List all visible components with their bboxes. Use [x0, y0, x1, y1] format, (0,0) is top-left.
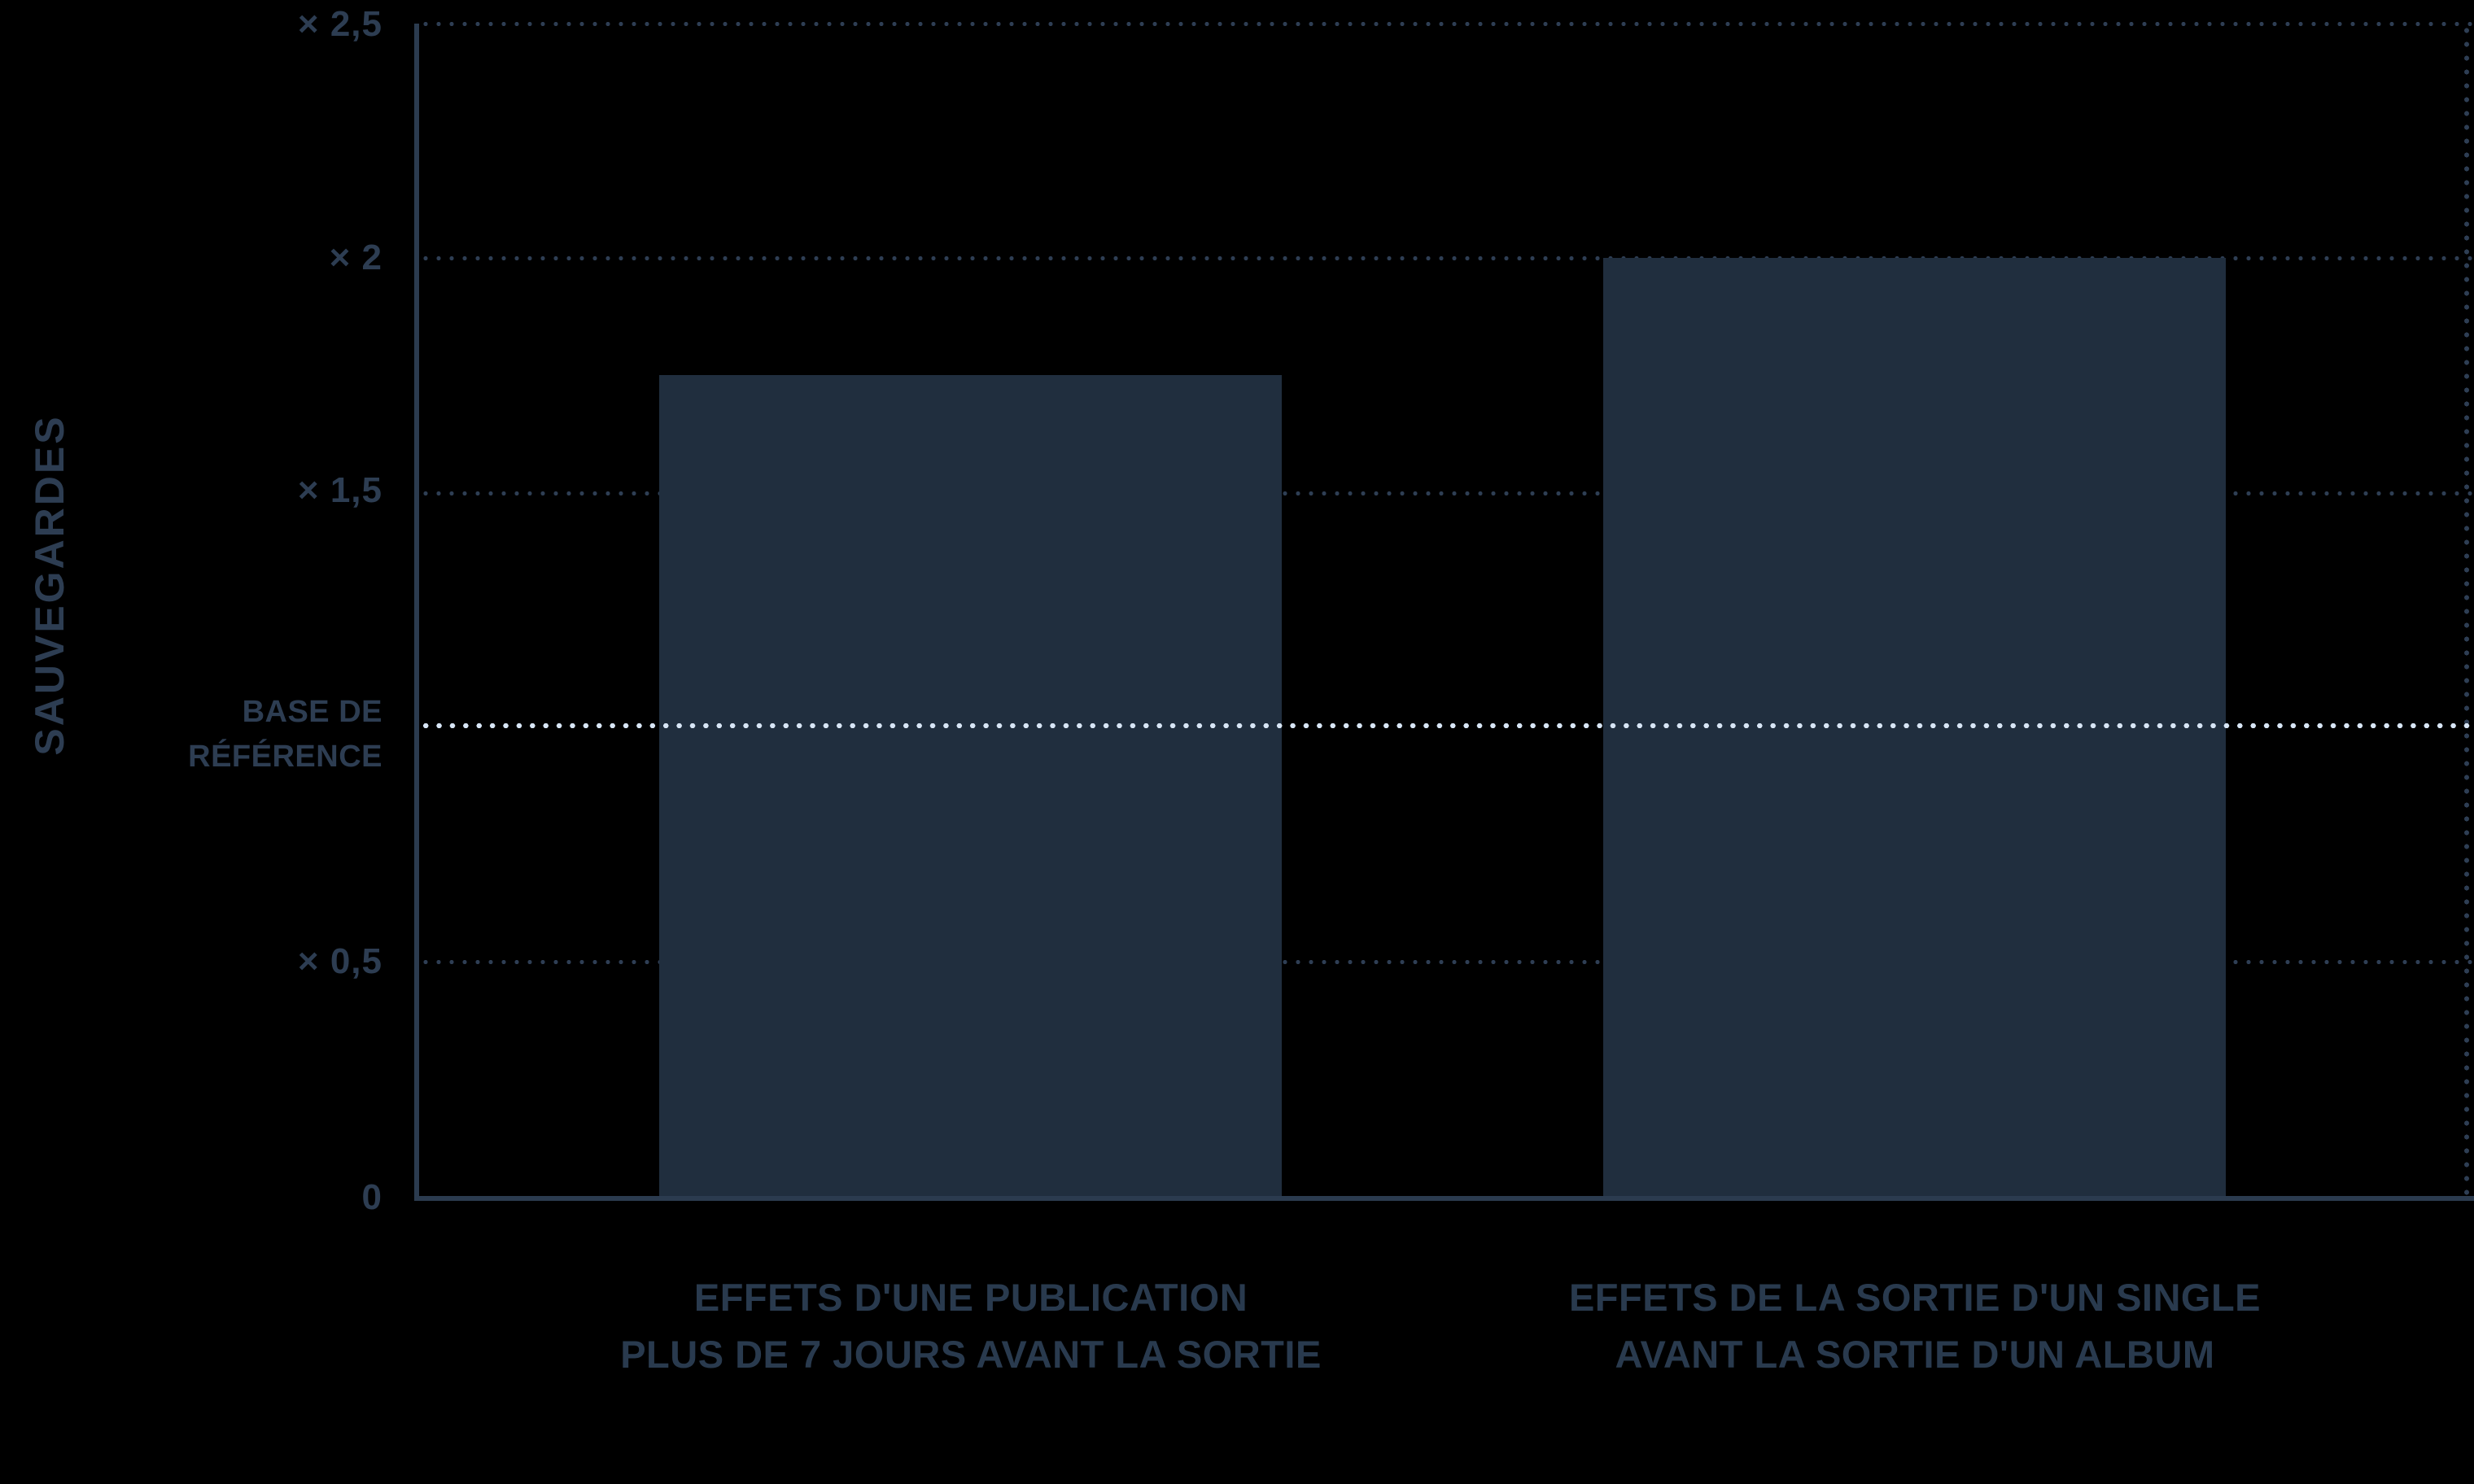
xtick-label-publication-line1: EFFETS D'UNE PUBLICATION [693, 1276, 1248, 1319]
xtick-label-single-line1: EFFETS DE LA SORTIE D'UN SINGLE [1568, 1276, 2262, 1319]
ytick-label-2-5: × 2,5 [297, 4, 382, 44]
gridline-2-5x [419, 21, 2474, 27]
x-axis-line [414, 1196, 2474, 1201]
ytick-label-2: × 2 [329, 238, 382, 277]
ytick-label-1-5: × 1,5 [297, 470, 382, 510]
xtick-label-single: EFFETS DE LA SORTIE D'UN SINGLE AVANT LA… [1345, 1269, 2474, 1383]
gridline-0-5x [419, 959, 2474, 965]
baseline-label: BASE DE RÉFÉRENCE [49, 690, 382, 779]
bar-publication-7-days [659, 375, 1282, 1196]
plot-area [419, 21, 2474, 1196]
ytick-label-0: 0 [361, 1177, 382, 1217]
baseline-label-line2: RÉFÉRENCE [188, 740, 382, 774]
y-axis-line [414, 24, 419, 1201]
gridline-2x [419, 255, 2474, 261]
gridline-1-5x [419, 491, 2474, 496]
xtick-label-publication-line2: PLUS DE 7 JOURS AVANT LA SORTIE [620, 1333, 1322, 1376]
xtick-label-single-line2: AVANT LA SORTIE D'UN ALBUM [1615, 1333, 2215, 1376]
y-axis-title: SAUVEGARDES [27, 414, 72, 756]
baseline-reference-line [419, 722, 2474, 729]
plot-right-dotted-border [2463, 24, 2470, 1196]
ytick-label-0-5: × 0,5 [297, 941, 382, 981]
xtick-label-publication: EFFETS D'UNE PUBLICATION PLUS DE 7 JOURS… [401, 1269, 1541, 1383]
baseline-label-line1: BASE DE [242, 695, 382, 729]
